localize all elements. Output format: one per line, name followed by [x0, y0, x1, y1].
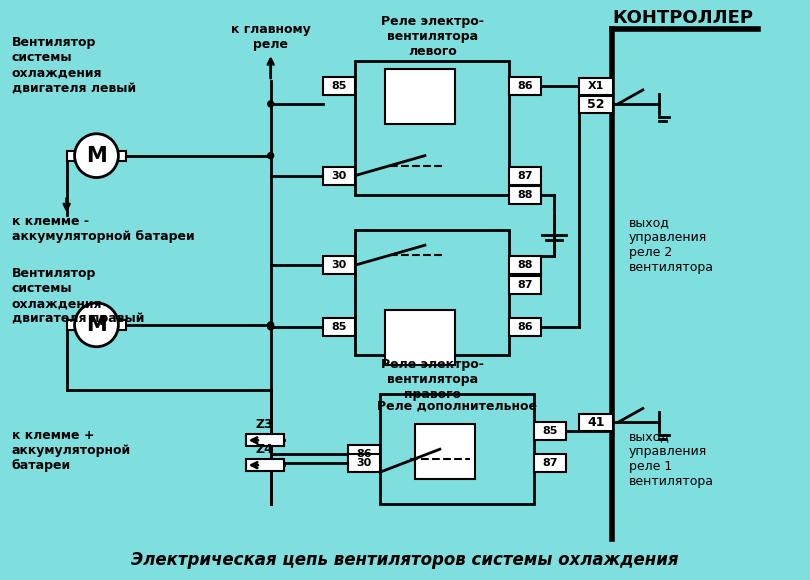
Bar [348, 445, 380, 463]
Text: Электрическая цепь вентиляторов системы охлаждения: Электрическая цепь вентиляторов системы … [131, 550, 679, 568]
Bar [323, 77, 356, 95]
Text: 85: 85 [331, 81, 347, 91]
Bar [356, 61, 509, 195]
Circle shape [75, 134, 118, 177]
Text: выход
управления
реле 2
вентилятора: выход управления реле 2 вентилятора [629, 216, 714, 274]
Bar [323, 256, 356, 274]
Text: 30: 30 [331, 171, 347, 180]
Bar [579, 96, 613, 113]
Text: 41: 41 [587, 416, 605, 429]
Circle shape [75, 303, 118, 347]
Text: Z4: Z4 [256, 443, 274, 456]
Circle shape [267, 322, 274, 328]
Text: Вентилятор
системы
охлаждения
двигателя правый: Вентилятор системы охлаждения двигателя … [12, 267, 144, 325]
Text: 86: 86 [518, 322, 533, 332]
Text: 86: 86 [356, 449, 372, 459]
Bar [509, 187, 541, 204]
Text: Реле электро-
вентилятора
левого: Реле электро- вентилятора левого [381, 15, 484, 58]
Text: 86: 86 [518, 81, 533, 91]
Bar [535, 454, 566, 472]
Text: Реле электро-
вентилятора
правого: Реле электро- вентилятора правого [381, 358, 484, 401]
Bar [348, 454, 380, 472]
Circle shape [267, 324, 274, 330]
Text: Реле дополнительное: Реле дополнительное [377, 400, 537, 412]
Bar [415, 425, 475, 479]
Text: 88: 88 [518, 260, 533, 270]
Text: к клемме +
аккумуляторной
батареи: к клемме + аккумуляторной батареи [12, 429, 131, 472]
Bar [509, 77, 541, 95]
Bar [509, 276, 541, 294]
Text: выход
управления
реле 1
вентилятора: выход управления реле 1 вентилятора [629, 430, 714, 488]
Text: 87: 87 [518, 171, 533, 180]
Bar [509, 256, 541, 274]
Bar [380, 394, 535, 504]
Bar [66, 151, 75, 161]
Text: 52: 52 [587, 98, 605, 111]
Text: Z3: Z3 [256, 418, 274, 432]
Bar [535, 422, 566, 440]
Bar [118, 320, 126, 330]
Bar [356, 230, 509, 355]
Bar [579, 78, 613, 95]
Text: 87: 87 [543, 458, 558, 468]
Text: Вентилятор
системы
охлаждения
двигателя левый: Вентилятор системы охлаждения двигателя … [12, 36, 136, 94]
Bar [509, 166, 541, 184]
Text: КОНТРОЛЛЕР: КОНТРОЛЛЕР [612, 9, 753, 27]
Text: 85: 85 [331, 322, 347, 332]
Bar [118, 151, 126, 161]
Text: 85: 85 [543, 426, 558, 436]
Text: M: M [86, 146, 107, 166]
Circle shape [267, 101, 274, 107]
Bar [579, 414, 613, 432]
Bar [245, 434, 284, 446]
Text: 30: 30 [356, 458, 372, 468]
Text: 87: 87 [518, 280, 533, 290]
Circle shape [267, 153, 274, 159]
Bar [245, 459, 284, 471]
Text: 88: 88 [518, 190, 533, 201]
Text: X1: X1 [588, 81, 604, 92]
Text: M: M [86, 315, 107, 335]
Bar [385, 310, 454, 365]
Bar [509, 318, 541, 336]
Text: к главному
реле: к главному реле [231, 23, 310, 51]
Bar [66, 320, 75, 330]
Text: к клемме -
аккумуляторной батареи: к клемме - аккумуляторной батареи [12, 215, 194, 244]
Bar [323, 318, 356, 336]
Bar [323, 166, 356, 184]
Text: 30: 30 [331, 260, 347, 270]
Bar [385, 69, 454, 124]
